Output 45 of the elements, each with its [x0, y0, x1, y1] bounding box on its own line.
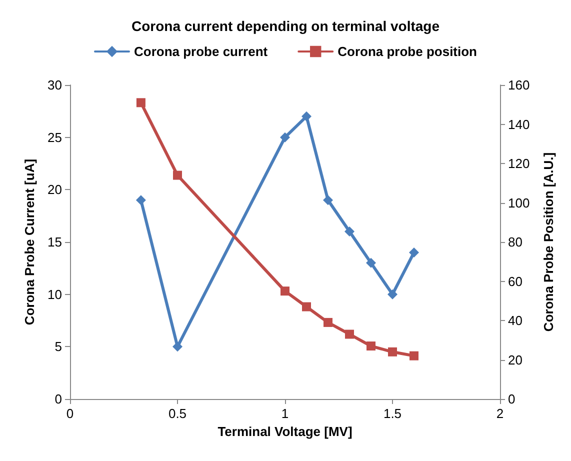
point: [323, 195, 333, 206]
y-axis-title: Corona Probe Current [uA]: [22, 158, 37, 326]
x-tick-label: 1: [281, 406, 289, 421]
point: [280, 132, 290, 142]
y2-axis-title: Corona Probe Position [A.U.]: [541, 152, 556, 332]
point: [324, 318, 332, 327]
point: [345, 330, 354, 339]
point: [410, 351, 418, 360]
y2-tick-label: 60: [508, 274, 522, 289]
y-tick-label: 30: [48, 78, 62, 92]
point: [388, 347, 397, 356]
point: [409, 247, 419, 258]
x-tick-label: 0: [66, 406, 74, 421]
y-tick-label: 25: [48, 130, 62, 145]
point: [302, 111, 312, 122]
y-tick-label: 0: [54, 392, 62, 406]
point: [366, 258, 376, 268]
y2-tick-label: 120: [508, 156, 530, 171]
x-axis-title: Terminal Voltage [MV]: [218, 424, 352, 439]
point: [302, 302, 311, 312]
point: [366, 342, 376, 351]
y2-tick-label: 80: [508, 234, 522, 250]
point: [388, 289, 398, 300]
legend-label: Corona probe position: [338, 44, 478, 59]
point: [136, 98, 146, 108]
y2-tick-label: 100: [508, 195, 530, 210]
point: [280, 286, 290, 296]
point: [173, 170, 182, 180]
x-tick-label: 1.5: [383, 406, 402, 421]
y-tick-label: 10: [48, 286, 62, 302]
y2-tick-label: 0: [508, 392, 516, 406]
y-tick-label: 5: [54, 339, 62, 354]
y2-tick-label: 160: [508, 78, 530, 92]
y-tick-label: 20: [48, 182, 62, 198]
point: [136, 195, 146, 206]
x-tick-label: 2: [496, 406, 504, 421]
y-tick-label: 15: [48, 234, 62, 250]
x-tick-label: 0.5: [168, 406, 187, 421]
point: [172, 342, 182, 352]
y2-tick-label: 40: [508, 313, 522, 328]
y2-tick-label: 140: [508, 116, 530, 132]
chart-title: Corona current depending on terminal voltage: [131, 18, 440, 34]
point: [344, 226, 354, 237]
legend-label: Corona probe current: [134, 44, 268, 59]
y2-tick-label: 20: [508, 352, 522, 368]
